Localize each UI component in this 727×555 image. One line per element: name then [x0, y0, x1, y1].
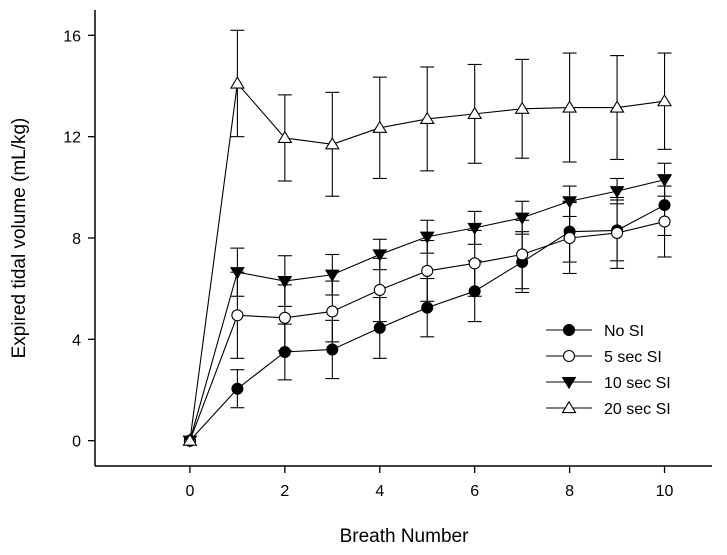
data-point-marker	[419, 111, 435, 125]
data-point-marker	[561, 400, 577, 414]
data-point-marker	[277, 276, 293, 289]
legend-label: No SI	[604, 323, 644, 340]
data-point-marker	[326, 343, 339, 356]
data-point-marker	[421, 264, 434, 277]
data-point-marker	[373, 321, 386, 334]
data-point-marker	[467, 222, 483, 236]
x-tick-label: 6	[470, 483, 479, 500]
data-point-marker	[229, 76, 245, 89]
x-axis-ticks: 0 2 4 6 8 10	[185, 466, 674, 500]
data-point-marker	[326, 305, 339, 318]
series-markers	[182, 76, 673, 446]
legend-item: 10 sec SI	[546, 375, 671, 392]
y-axis-ticks: 0 4 8 12 16	[63, 28, 95, 451]
data-point-marker	[609, 100, 625, 113]
data-point-marker	[468, 285, 481, 298]
y-tick-label: 8	[72, 231, 81, 248]
y-axis-label: Expired tidal volume (mL/kg)	[9, 118, 30, 359]
data-point-marker	[658, 215, 671, 228]
legend-item: No SI	[546, 323, 644, 340]
data-point-marker	[563, 231, 576, 245]
data-point-marker	[611, 226, 624, 239]
data-point-marker	[516, 248, 529, 261]
data-point-marker	[324, 137, 340, 150]
data-point-marker	[563, 324, 575, 336]
y-tick-label: 16	[63, 28, 81, 45]
x-tick-label: 2	[280, 483, 289, 500]
data-point-marker	[514, 212, 530, 225]
data-point-marker	[658, 199, 671, 212]
data-point-marker	[468, 257, 481, 270]
data-point-marker	[231, 309, 244, 322]
legend-item: 20 sec SI	[546, 400, 671, 418]
legend: No SI 5 sec SI 10 sec SI 20 sec SI	[546, 323, 671, 418]
data-point-marker	[467, 106, 483, 119]
data-point-marker	[277, 130, 293, 144]
axes: 0 4 8 12 16 0 2 4 6 8 10	[63, 10, 712, 500]
x-tick-label: 8	[565, 483, 574, 500]
data-point-marker	[562, 349, 576, 363]
x-tick-label: 4	[375, 483, 384, 500]
data-point-marker	[562, 100, 578, 113]
data-point-marker	[372, 249, 388, 262]
series-group	[182, 29, 673, 448]
data-point-marker	[182, 433, 198, 446]
series-group-item	[189, 185, 672, 441]
data-point-marker	[657, 93, 673, 107]
y-tick-label: 0	[72, 434, 81, 451]
data-point-marker	[514, 101, 530, 114]
data-point-marker	[278, 311, 291, 324]
data-point-marker	[229, 267, 245, 280]
x-axis-label: Breath Number	[340, 526, 470, 547]
legend-item: 5 sec SI	[546, 349, 662, 366]
x-tick-label: 10	[656, 483, 674, 500]
data-point-marker	[421, 301, 434, 314]
series-group-item	[189, 162, 672, 441]
legend-label: 20 sec SI	[604, 401, 671, 418]
y-tick-label: 4	[72, 332, 81, 349]
legend-label: 10 sec SI	[604, 375, 671, 392]
data-point-marker	[373, 283, 386, 296]
data-point-marker	[278, 346, 291, 358]
data-point-marker	[561, 376, 577, 390]
data-point-marker	[372, 120, 388, 133]
y-tick-label: 12	[63, 130, 81, 147]
data-point-marker	[657, 174, 672, 187]
data-point-marker	[231, 382, 244, 395]
legend-label: 5 sec SI	[604, 349, 662, 366]
data-point-marker	[562, 196, 578, 209]
data-point-marker	[324, 269, 340, 282]
data-point-marker	[609, 186, 625, 199]
x-tick-label: 0	[185, 483, 194, 500]
data-point-marker	[419, 231, 435, 244]
